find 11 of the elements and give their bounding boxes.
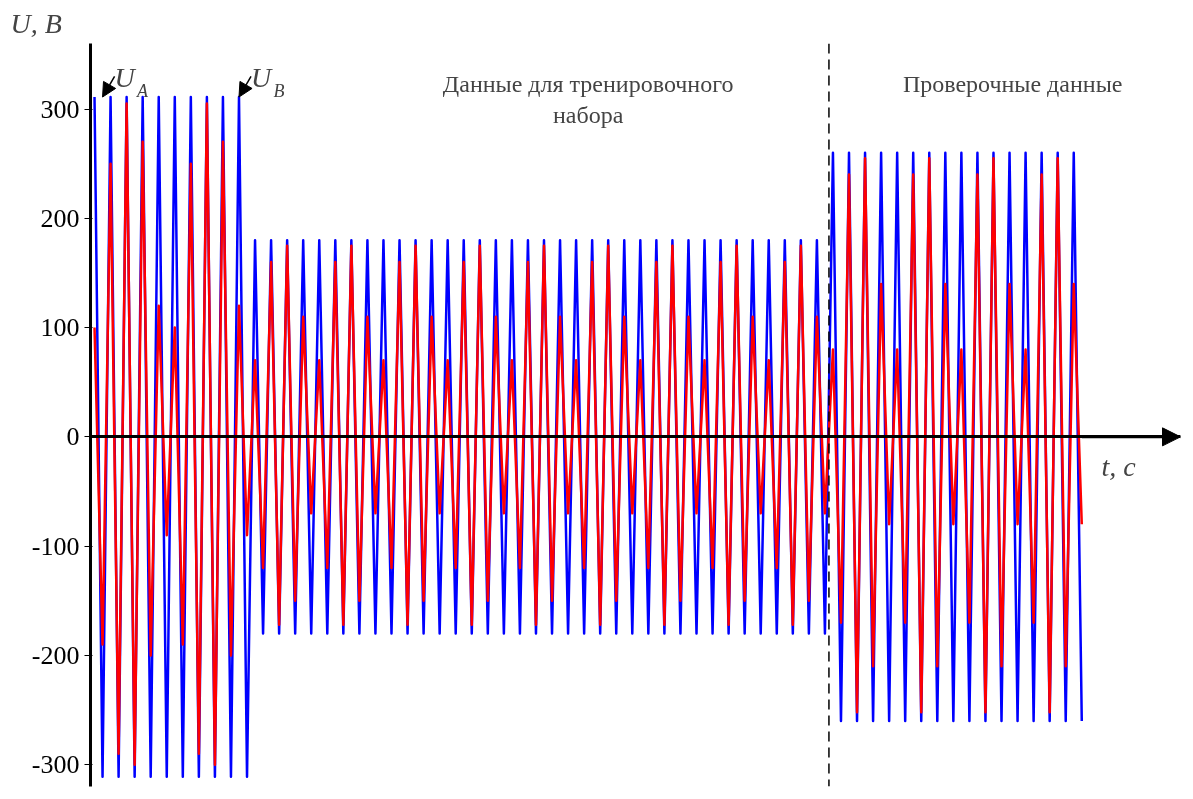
y-tick-label: -100: [31, 531, 80, 561]
y-tick-label: 200: [40, 203, 80, 233]
y-tick-label: 0: [66, 422, 80, 452]
y-tick-label: 100: [40, 313, 80, 343]
y-axis-title: U, B: [10, 7, 62, 39]
y-tick-label: -300: [31, 750, 80, 780]
y-tick-label: -200: [31, 640, 80, 670]
annotation: Проверочные данные: [902, 70, 1123, 97]
annotation: Данные для тренировочного набора: [442, 70, 734, 129]
y-tick-label: 300: [40, 94, 80, 124]
x-axis-title: t, c: [1101, 450, 1137, 482]
